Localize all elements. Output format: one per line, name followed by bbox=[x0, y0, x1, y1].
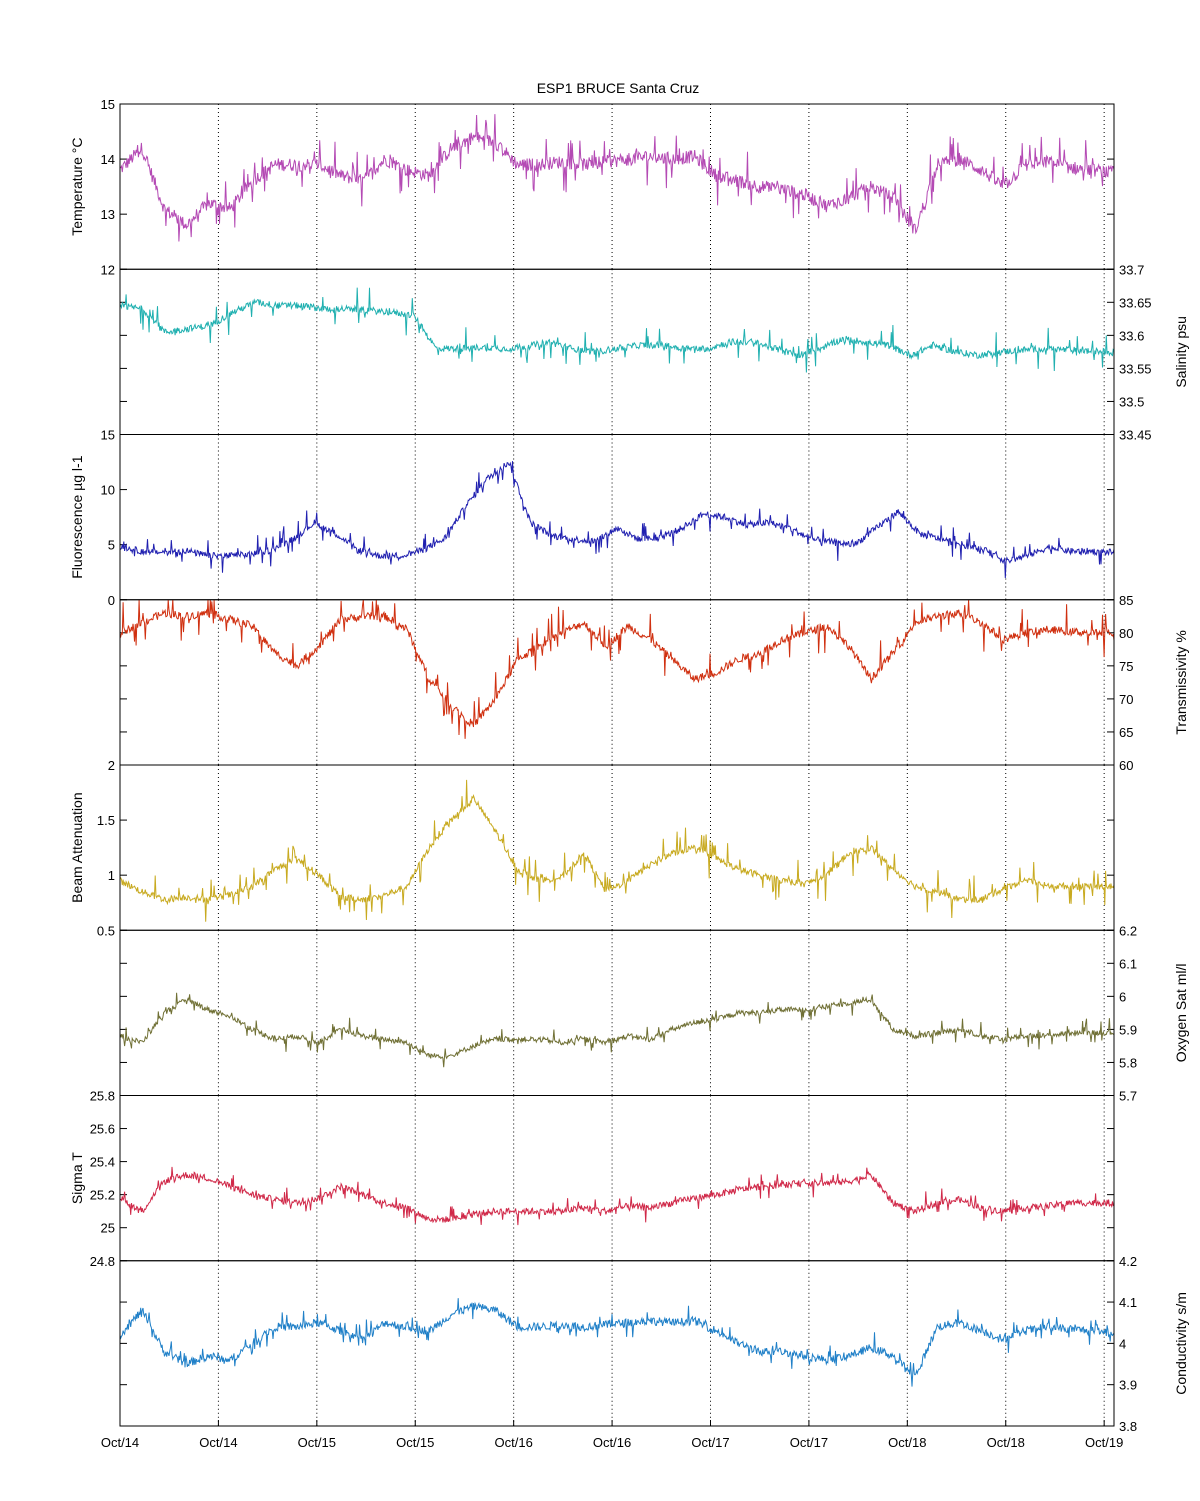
y-tick-label: 25.4 bbox=[90, 1155, 115, 1170]
y-tick-label: 75 bbox=[1119, 659, 1133, 674]
y-tick-label: 33.55 bbox=[1119, 361, 1152, 376]
panel-frame bbox=[119, 103, 1115, 270]
y-tick-label: 3.8 bbox=[1119, 1419, 1137, 1434]
series-line bbox=[119, 1166, 1115, 1226]
y-tick-label: 0.5 bbox=[97, 923, 115, 938]
y-tick-label: 25.2 bbox=[90, 1188, 115, 1203]
y-tick-label: 6.2 bbox=[1119, 923, 1137, 938]
y-tick-label: 33.7 bbox=[1119, 262, 1144, 277]
y-axis-label: Temperature °C bbox=[69, 138, 85, 236]
y-tick-label: 4 bbox=[1119, 1336, 1126, 1351]
y-tick-label: 33.5 bbox=[1119, 394, 1144, 409]
y-axis-label: Oxygen Sat ml/l bbox=[1173, 963, 1189, 1062]
panel-frame bbox=[119, 1260, 1115, 1427]
y-tick-label: 5.9 bbox=[1119, 1022, 1137, 1037]
series-line bbox=[119, 461, 1115, 579]
y-tick-label: 5.8 bbox=[1119, 1055, 1137, 1070]
y-tick-label: 80 bbox=[1119, 626, 1133, 641]
y-tick-label: 25.8 bbox=[90, 1089, 115, 1104]
series-line bbox=[119, 1298, 1115, 1387]
x-tick-label: Oct/15 bbox=[396, 1435, 434, 1450]
y-tick-label: 65 bbox=[1119, 725, 1133, 740]
chart-title: ESP1 BRUCE Santa Cruz bbox=[537, 80, 700, 96]
y-tick-label: 33.6 bbox=[1119, 328, 1144, 343]
x-tick-label: Oct/18 bbox=[888, 1435, 926, 1450]
y-axis-label: Transmissivity % bbox=[1173, 630, 1189, 735]
y-tick-label: 13 bbox=[101, 207, 115, 222]
y-axis-label: Fluorescence µg l-1 bbox=[69, 455, 85, 578]
y-tick-label: 24.8 bbox=[90, 1254, 115, 1269]
y-axis-label: Conductivity s/m bbox=[1173, 1292, 1189, 1395]
y-tick-label: 14 bbox=[101, 152, 115, 167]
y-tick-label: 10 bbox=[101, 483, 115, 498]
panel-frame bbox=[119, 434, 1115, 601]
panel-6: 6.2 6.1 6 5.9 5.8 5.7 Oxygen Sat ml/l bbox=[119, 923, 1189, 1104]
y-tick-label: 33.65 bbox=[1119, 295, 1152, 310]
y-axis-label: Sigma T bbox=[69, 1152, 85, 1204]
y-tick-label: 6 bbox=[1119, 989, 1126, 1004]
panel-2: 33.7 33.65 33.6 33.55 33.5 33.45 Salinity psu bbox=[119, 262, 1189, 443]
panel-7: 25.8 25.6 25.4 25.2 25 24.8 Sigma T bbox=[69, 1089, 1115, 1269]
y-tick-label: 25.6 bbox=[90, 1122, 115, 1137]
series-line bbox=[119, 287, 1115, 373]
y-tick-label: 0 bbox=[108, 593, 115, 608]
y-tick-label: 33.45 bbox=[1119, 428, 1152, 443]
y-tick-label: 3.9 bbox=[1119, 1378, 1137, 1393]
y-tick-label: 1.5 bbox=[97, 813, 115, 828]
panel-frame bbox=[119, 1095, 1115, 1262]
y-tick-label: 5 bbox=[108, 538, 115, 553]
x-tick-label: Oct/14 bbox=[101, 1435, 139, 1450]
series-line bbox=[119, 992, 1115, 1068]
y-axis-label: Salinity psu bbox=[1173, 316, 1189, 388]
panel-4: 85 80 75 70 65 60 Transmissivity % bbox=[119, 593, 1189, 773]
y-tick-label: 15 bbox=[101, 97, 115, 112]
panel-8: 4.2 4.1 4 3.9 3.8 Conductivity s/m bbox=[119, 1254, 1189, 1434]
x-tick-label: Oct/15 bbox=[298, 1435, 336, 1450]
y-tick-label: 5.7 bbox=[1119, 1089, 1137, 1104]
y-tick-label: 15 bbox=[101, 428, 115, 443]
panel-5: 2 1.5 1 0.5 Beam Attenuation bbox=[69, 758, 1115, 938]
panel-1: 15 14 13 12 Temperature °C bbox=[69, 97, 1115, 277]
x-tick-label: Oct/14 bbox=[199, 1435, 237, 1450]
panel-frame bbox=[119, 268, 1115, 435]
panel-frame bbox=[119, 599, 1115, 766]
panel-frame bbox=[119, 764, 1115, 931]
x-tick-label: Oct/19 bbox=[1085, 1435, 1123, 1450]
panel-frame bbox=[119, 929, 1115, 1096]
x-tick-label: Oct/16 bbox=[593, 1435, 631, 1450]
y-tick-label: 6.1 bbox=[1119, 956, 1137, 971]
panel-3: 15 10 5 0 Fluorescence µg l-1 bbox=[69, 428, 1115, 608]
y-tick-label: 60 bbox=[1119, 758, 1133, 773]
series-line bbox=[119, 114, 1115, 242]
y-tick-label: 12 bbox=[101, 262, 115, 277]
x-tick-label: Oct/16 bbox=[495, 1435, 533, 1450]
series-line bbox=[119, 599, 1115, 739]
y-tick-label: 70 bbox=[1119, 692, 1133, 707]
y-tick-label: 4.2 bbox=[1119, 1254, 1137, 1269]
x-axis: Oct/14 Oct/14 Oct/15 Oct/15 Oct/16 Oct/16 Oct/… bbox=[101, 1420, 1123, 1450]
y-tick-label: 1 bbox=[108, 868, 115, 883]
x-tick-label: Oct/17 bbox=[790, 1435, 828, 1450]
x-tick-label: Oct/17 bbox=[691, 1435, 729, 1450]
y-tick-label: 25 bbox=[101, 1221, 115, 1236]
y-tick-label: 85 bbox=[1119, 593, 1133, 608]
x-tick-label: Oct/18 bbox=[987, 1435, 1025, 1450]
series-line bbox=[119, 779, 1115, 922]
y-axis-label: Beam Attenuation bbox=[69, 792, 85, 903]
y-tick-label: 4.1 bbox=[1119, 1295, 1137, 1310]
y-tick-label: 2 bbox=[108, 758, 115, 773]
